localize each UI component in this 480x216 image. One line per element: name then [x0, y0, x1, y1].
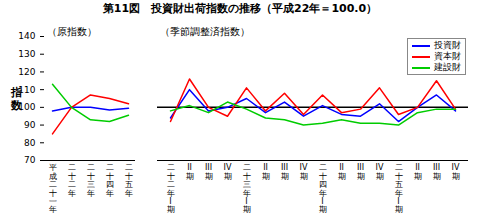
svg-text:二十四年I期: 二十四年I期: [319, 163, 327, 214]
svg-text:（季節調整済指数）: （季節調整済指数）: [160, 26, 250, 37]
html-text:資本財: 資本財: [434, 51, 461, 61]
html-text:第11図 投資財出荷指数の推移（平成22年＝100.0）: 第11図 投資財出荷指数の推移（平成22年＝100.0）: [102, 2, 378, 15]
svg-text:III期: III期: [357, 163, 365, 180]
svg-text:III期: III期: [281, 163, 289, 180]
svg-text:IV期: IV期: [376, 163, 384, 180]
svg-text:IV期: IV期: [452, 163, 460, 180]
svg-text:70: 70: [24, 155, 36, 165]
svg-text:二十四年: 二十四年: [106, 163, 114, 197]
svg-text:130: 130: [18, 49, 35, 59]
svg-text:IV期: IV期: [224, 163, 232, 180]
svg-text:（原指数）: （原指数）: [47, 26, 97, 37]
svg-text:II期: II期: [338, 163, 346, 180]
svg-text:140: 140: [18, 31, 35, 41]
svg-text:平成二十一年: 平成二十一年: [49, 163, 57, 214]
svg-text:二十五年: 二十五年: [125, 163, 133, 197]
svg-text:90: 90: [24, 120, 36, 130]
svg-text:110: 110: [18, 84, 36, 95]
svg-text:二十二年I期: 二十二年I期: [167, 163, 175, 214]
svg-text:III期: III期: [433, 163, 441, 180]
html-text:建設財: 建設財: [434, 62, 461, 72]
svg-text:II期: II期: [262, 163, 270, 180]
svg-text:二十二年: 二十二年: [68, 163, 76, 197]
svg-text:二十三年I期: 二十三年I期: [243, 163, 251, 214]
svg-text:二十三年: 二十三年: [87, 163, 95, 197]
svg-text:120: 120: [18, 67, 35, 77]
svg-text:IV期: IV期: [300, 163, 308, 180]
svg-text:II期: II期: [186, 163, 194, 180]
svg-text:80: 80: [24, 138, 36, 148]
svg-text:100: 100: [18, 102, 36, 113]
svg-text:二十五年I期: 二十五年I期: [395, 163, 403, 214]
svg-text:III期: III期: [205, 163, 213, 180]
svg-text:指数: 指数: [10, 86, 23, 112]
html-text:投資財: 投資財: [434, 40, 461, 50]
svg-text:II期: II期: [414, 163, 422, 180]
